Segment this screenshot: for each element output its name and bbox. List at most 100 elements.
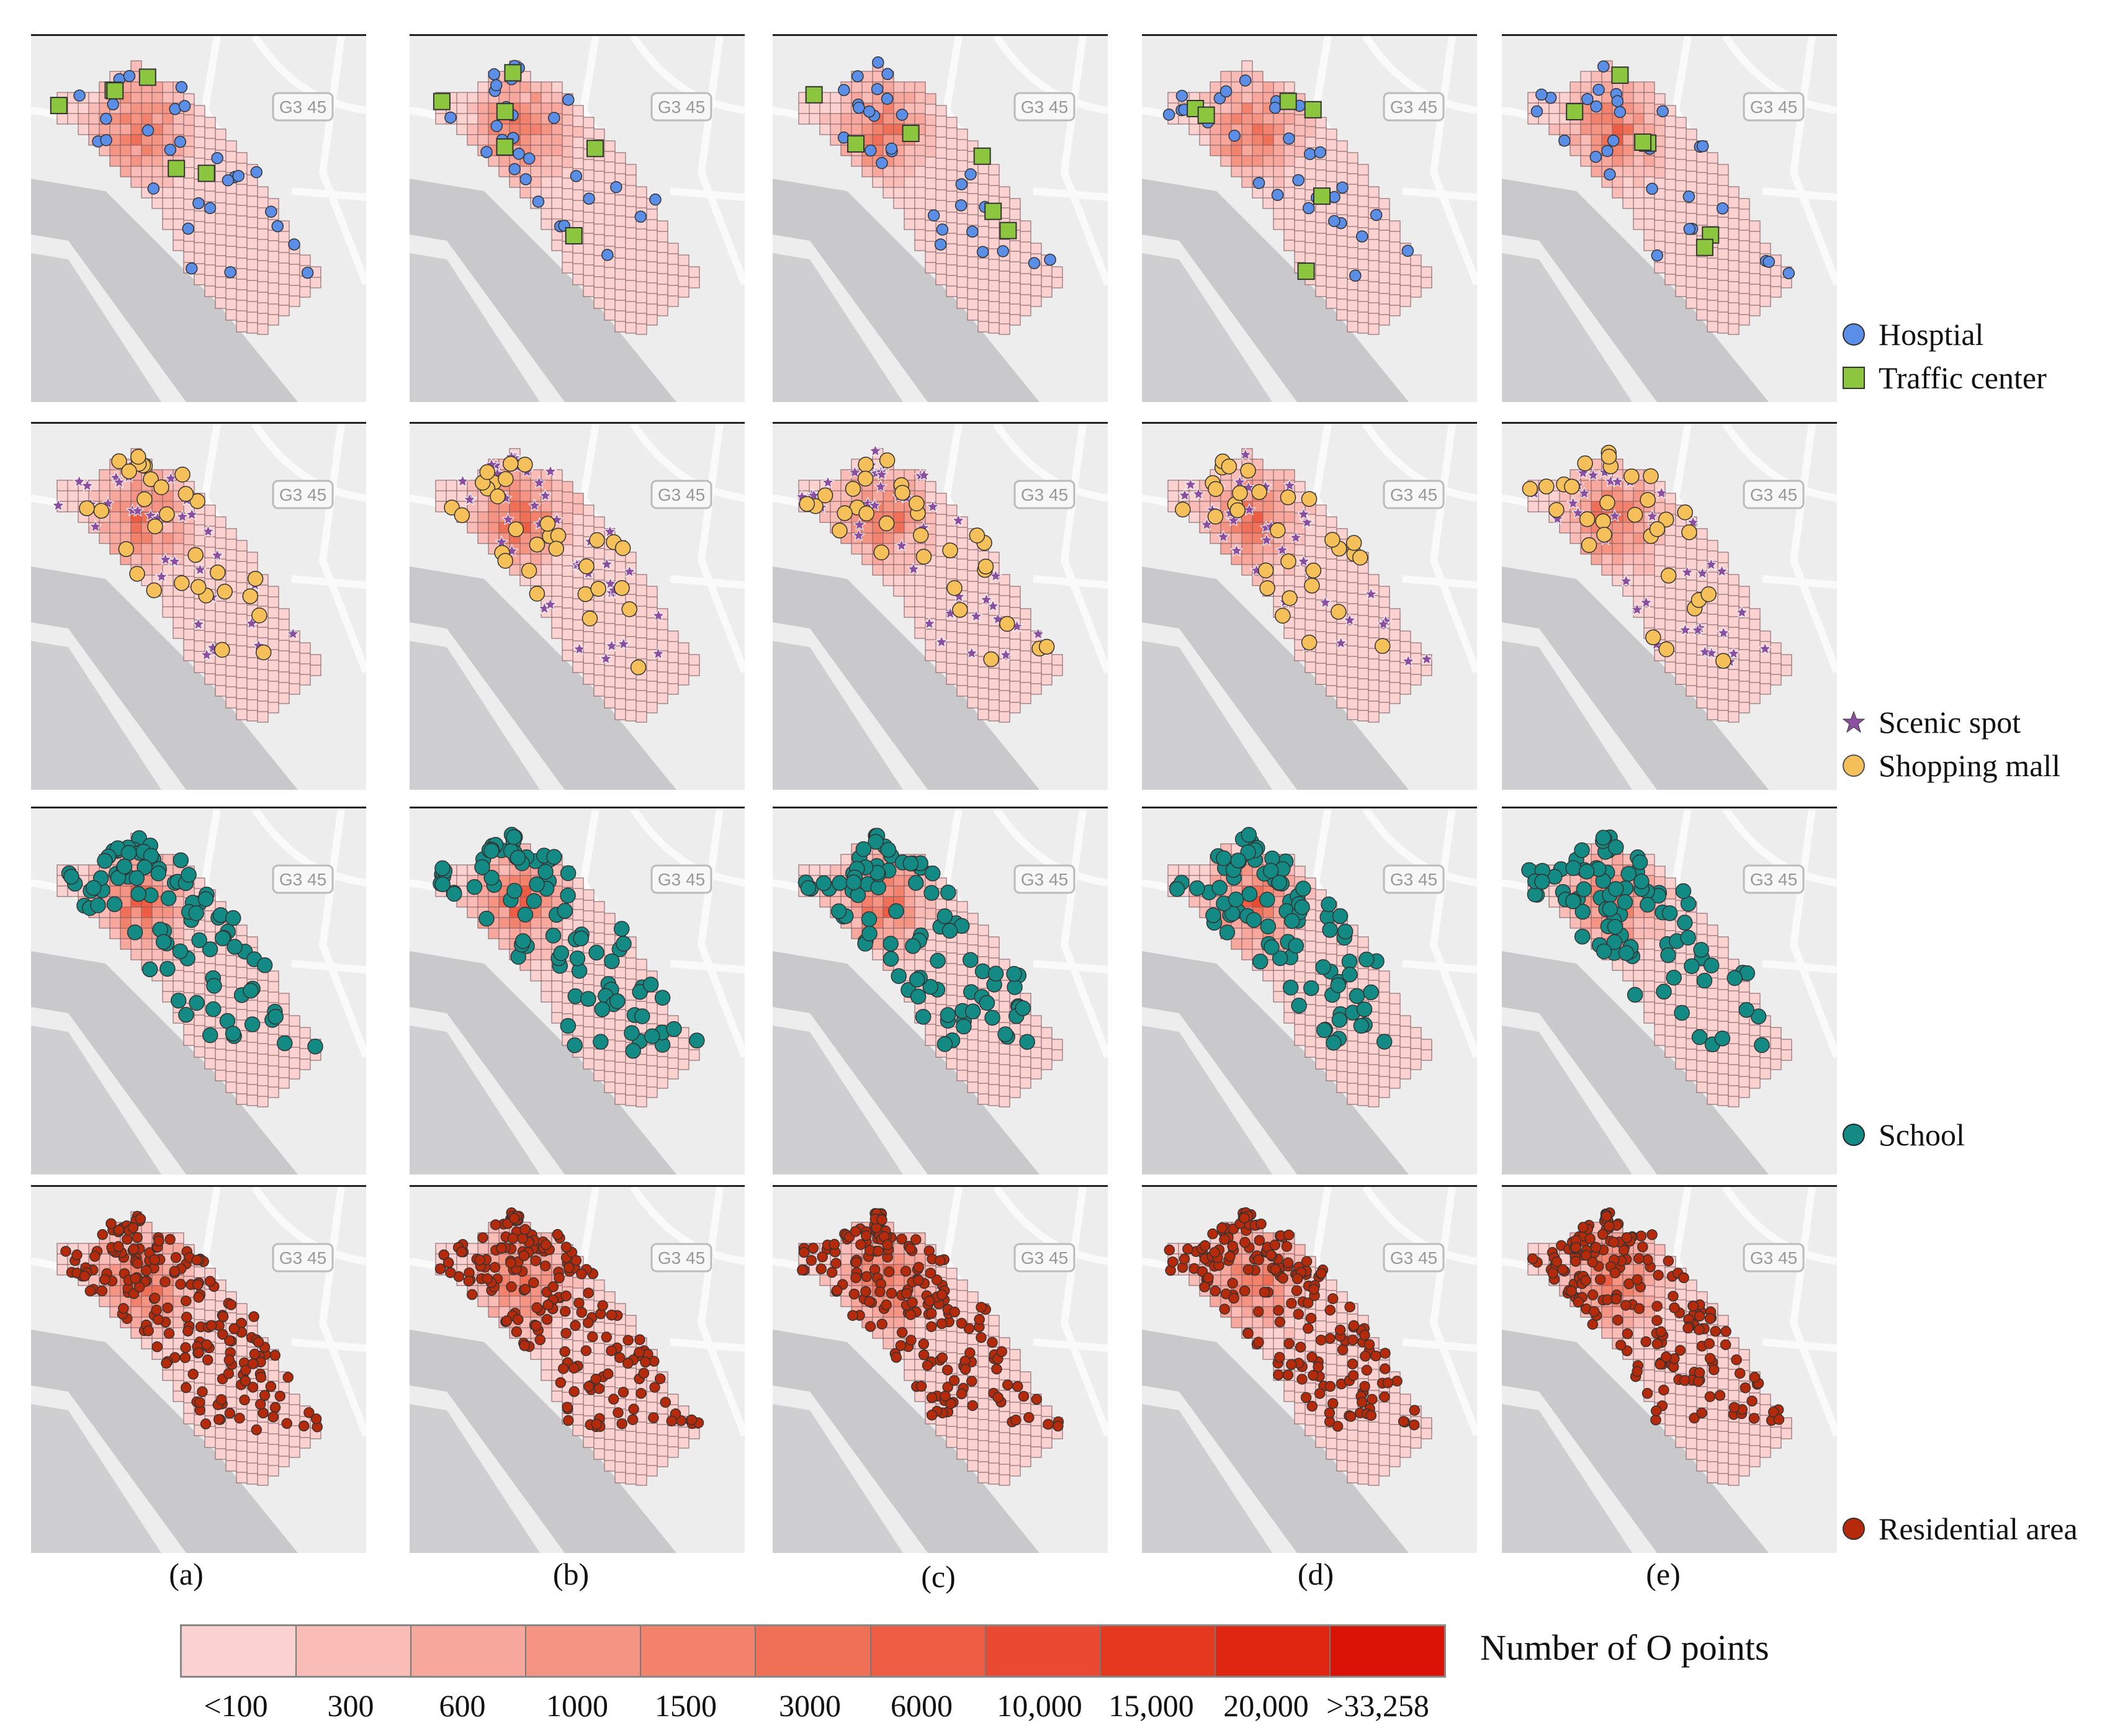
school-marker bbox=[625, 1042, 641, 1059]
grid-cell bbox=[278, 650, 290, 662]
grid-cell bbox=[1749, 619, 1761, 630]
hospital-marker bbox=[872, 56, 884, 69]
grid-cell bbox=[299, 1058, 311, 1070]
hospital-marker bbox=[288, 238, 300, 251]
map-panel: G3 45 bbox=[31, 807, 366, 1174]
grid-cell bbox=[1770, 265, 1782, 277]
scenic-spot-marker bbox=[652, 609, 665, 622]
grid-cell bbox=[204, 620, 216, 632]
grid-cell bbox=[851, 113, 863, 125]
grid-cell bbox=[988, 1084, 1000, 1096]
grid-cell bbox=[225, 549, 237, 561]
grid-cell bbox=[498, 864, 510, 876]
scenic-spot-marker bbox=[1678, 623, 1692, 636]
shopping-mall-marker bbox=[479, 464, 495, 480]
grid-cell bbox=[614, 1083, 626, 1094]
grid-cell bbox=[914, 596, 926, 607]
grid-cell bbox=[946, 673, 958, 685]
grid-cell bbox=[1273, 469, 1285, 481]
grid-cell bbox=[289, 285, 300, 297]
grid-cell bbox=[583, 254, 595, 266]
grid-cell bbox=[289, 1047, 300, 1058]
grid-cell bbox=[956, 901, 968, 913]
shopping-mall-marker bbox=[1282, 590, 1298, 606]
school-marker bbox=[902, 855, 919, 872]
grid-cell bbox=[99, 532, 110, 544]
grid-cell bbox=[1294, 971, 1306, 983]
grid-cell bbox=[935, 535, 947, 547]
grid-cell bbox=[551, 134, 563, 146]
grid-cell bbox=[604, 549, 616, 561]
grid-cell bbox=[1717, 710, 1729, 722]
shopping-mall-marker bbox=[1548, 502, 1565, 518]
school-marker bbox=[815, 875, 832, 892]
school-marker bbox=[882, 951, 899, 967]
grid-cell bbox=[583, 663, 595, 674]
hospital-marker bbox=[1535, 88, 1548, 101]
grid-cell bbox=[225, 1060, 237, 1072]
grid-cell bbox=[988, 678, 1000, 690]
grid-cell bbox=[988, 625, 1000, 637]
grid-cell bbox=[1347, 582, 1358, 594]
traffic-center-marker bbox=[805, 86, 823, 104]
grid-cell bbox=[1696, 633, 1708, 645]
grid-cell bbox=[1283, 81, 1295, 93]
scenic-spot-marker bbox=[651, 647, 665, 660]
grid-cell bbox=[657, 284, 668, 295]
grid-cell bbox=[882, 501, 894, 512]
grid-cell bbox=[236, 215, 248, 227]
shopping-mall-marker bbox=[129, 566, 145, 582]
grid-cell bbox=[225, 997, 237, 1009]
grid-cell bbox=[946, 254, 958, 266]
grid-cell bbox=[583, 889, 595, 901]
grid-cell bbox=[635, 239, 647, 251]
grid-cell bbox=[225, 225, 237, 236]
grid-cell bbox=[1252, 102, 1264, 114]
scenic-spot-marker bbox=[544, 464, 557, 478]
grid-cell bbox=[999, 1043, 1010, 1055]
shopping-mall-marker bbox=[255, 644, 272, 661]
grid-cell bbox=[278, 294, 290, 306]
grid-cell bbox=[141, 166, 153, 177]
grid-cell bbox=[1051, 654, 1063, 666]
grid-cell bbox=[893, 522, 905, 534]
grid-cell bbox=[236, 550, 248, 562]
grid-cell bbox=[278, 629, 290, 641]
grid-cell bbox=[1315, 652, 1327, 664]
grid-cell bbox=[1273, 980, 1285, 992]
grid-cell bbox=[215, 276, 227, 288]
grid-cell bbox=[1252, 134, 1264, 146]
school-marker bbox=[1259, 892, 1275, 908]
grid-cell bbox=[246, 668, 258, 679]
grid-cell bbox=[583, 910, 595, 922]
grid-cell bbox=[1326, 276, 1337, 288]
grid-cell bbox=[120, 490, 132, 502]
grid-cell bbox=[572, 1004, 584, 1016]
grid-cell bbox=[593, 685, 605, 697]
grid-cell bbox=[562, 177, 573, 189]
road-shield-label: G3 45 bbox=[272, 480, 334, 509]
grid-cell bbox=[1357, 195, 1369, 207]
grid-cell bbox=[246, 1084, 258, 1096]
school-marker bbox=[1241, 886, 1258, 902]
grid-cell bbox=[1738, 596, 1750, 608]
grid-cell bbox=[225, 676, 237, 687]
grid-cell bbox=[1601, 155, 1613, 167]
grid-cell bbox=[1643, 959, 1655, 971]
grid-cell bbox=[1664, 147, 1676, 159]
hospital-marker bbox=[1175, 89, 1188, 102]
grid-cell bbox=[1686, 255, 1697, 267]
grid-cell bbox=[872, 564, 884, 576]
grid-cell bbox=[999, 1011, 1010, 1023]
grid-cell bbox=[120, 906, 132, 918]
grid-cell bbox=[1389, 273, 1401, 285]
grid-cell bbox=[999, 606, 1010, 617]
school-marker bbox=[1291, 997, 1307, 1014]
grid-cell bbox=[183, 125, 195, 136]
traffic-center-marker bbox=[1695, 238, 1713, 256]
grid-cell bbox=[688, 1049, 700, 1061]
road-shield-label: G3 45 bbox=[1743, 92, 1805, 122]
grid-cell bbox=[541, 564, 552, 576]
school-marker bbox=[573, 930, 589, 947]
grid-cell bbox=[1241, 564, 1253, 576]
